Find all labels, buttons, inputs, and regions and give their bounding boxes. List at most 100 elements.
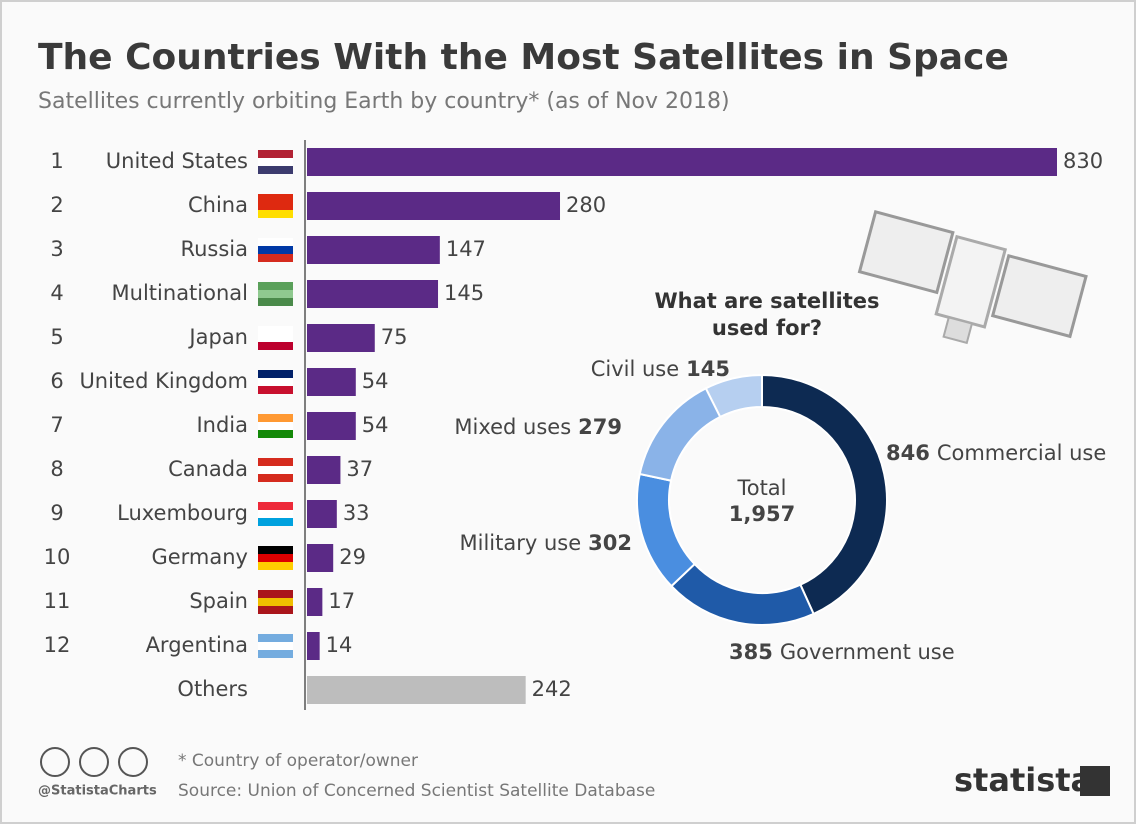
flag-icon (258, 370, 293, 394)
segment-value: 846 (886, 441, 930, 465)
value-label: 147 (446, 237, 486, 261)
flag-stripe (258, 458, 293, 466)
value-label: 830 (1063, 149, 1103, 173)
value-label: 14 (326, 633, 353, 657)
category-label: Multinational (112, 281, 248, 305)
segment-label: Mixed uses 279 (454, 415, 622, 439)
segment-label: 846 Commercial use (886, 441, 1106, 465)
bar (307, 588, 323, 616)
flag-icon (258, 282, 293, 306)
value-label: 54 (362, 369, 389, 393)
flag-icon (258, 326, 293, 350)
rank: 4 (50, 281, 63, 305)
flag-icon (258, 194, 293, 218)
donut-segment (636, 472, 697, 588)
donut-segment (704, 373, 763, 419)
value-label: 54 (362, 413, 389, 437)
flag-stripe (258, 254, 293, 262)
category-label: Spain (189, 589, 248, 613)
category-label: China (188, 193, 248, 217)
bar (307, 192, 561, 220)
flag-stripe (258, 378, 293, 386)
flag-stripe (258, 466, 293, 474)
rank: 2 (50, 193, 63, 217)
flag-stripe (258, 554, 293, 562)
donut-segment (638, 386, 722, 482)
brand-logo (1080, 766, 1110, 796)
category-label: Luxembourg (117, 501, 248, 525)
donut-segment (669, 562, 815, 626)
footnote: * Country of operator/owner (178, 751, 418, 771)
bar (307, 280, 439, 308)
rank: 12 (44, 633, 71, 657)
segment-value: 145 (686, 357, 730, 381)
flag-icon (258, 238, 293, 262)
rank: 5 (50, 325, 63, 349)
flag-stripe (258, 334, 293, 342)
handle: @StatistaCharts (38, 784, 157, 799)
bar (307, 324, 375, 352)
flag-stripe (258, 246, 293, 254)
value-label: 242 (532, 677, 572, 701)
segment-label: 385 Government use (729, 640, 955, 664)
value-label: 280 (566, 193, 606, 217)
category-label: Others (177, 677, 248, 701)
center-total: 1,957 (729, 502, 795, 526)
value-label: 29 (339, 545, 366, 569)
flag-stripe (258, 474, 293, 482)
bar (307, 544, 334, 572)
flag-stripe (258, 238, 293, 246)
flag-stripe (258, 414, 293, 422)
flag-icon (258, 502, 293, 526)
bar (307, 500, 337, 528)
source: Source: Union of Concerned Scientist Sat… (178, 781, 655, 801)
flag-stripe (258, 642, 293, 650)
flag-stripe (258, 158, 293, 166)
flag-stripe (258, 546, 293, 554)
segment-value: 302 (588, 531, 632, 555)
segment-name: Government use (780, 640, 955, 664)
chart-subtitle: Satellites currently orbiting Earth by c… (38, 89, 730, 114)
flag-stripe (258, 422, 293, 430)
segment-name: Military use (460, 531, 582, 555)
flag-stripe (258, 430, 293, 438)
bar (307, 148, 1057, 176)
satellite-icon (857, 209, 1088, 345)
chart-title: The Countries With the Most Satellites i… (38, 37, 1009, 78)
flag-stripe (258, 518, 293, 526)
category-label: Argentina (146, 633, 248, 657)
flag-stripe (258, 290, 293, 298)
flag-stripe (258, 342, 293, 350)
rank: 11 (44, 589, 71, 613)
category-label: India (196, 413, 248, 437)
flag-stripe (258, 370, 293, 378)
flag-stripe (258, 606, 293, 614)
donut-segment (761, 373, 888, 616)
value-label: 37 (346, 457, 373, 481)
flag-icon (258, 414, 293, 438)
bar (307, 676, 526, 704)
flag-stripe (258, 590, 293, 598)
segment-label: Military use 302 (460, 531, 632, 555)
flag-stripe (258, 562, 293, 570)
rank: 1 (50, 149, 63, 173)
rank: 7 (50, 413, 63, 437)
value-label: 17 (328, 589, 355, 613)
rank: 8 (50, 457, 63, 481)
segment-label: Civil use 145 (591, 357, 730, 381)
flag-icon (258, 590, 293, 614)
segment-name: Commercial use (937, 441, 1106, 465)
flag-stripe (258, 194, 293, 202)
flag-stripe (258, 150, 293, 158)
segment-name: Civil use (591, 357, 679, 381)
center-label: Total (736, 476, 786, 500)
rank: 3 (50, 237, 63, 261)
bar (307, 236, 440, 264)
bar (307, 412, 356, 440)
category-label: Russia (180, 237, 248, 261)
value-label: 145 (444, 281, 484, 305)
value-label: 75 (381, 325, 408, 349)
flag-icon (258, 546, 293, 570)
